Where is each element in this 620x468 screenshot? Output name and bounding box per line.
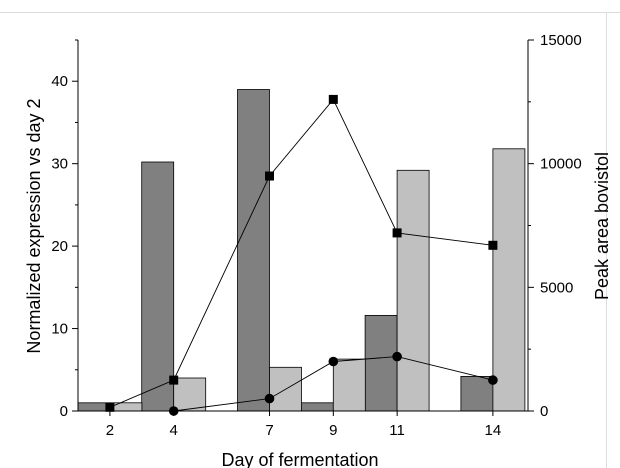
bar-series-1-bar-5 bbox=[364, 314, 398, 412]
x-tick-label-6: 14 bbox=[485, 422, 502, 439]
x-tick-label-4: 9 bbox=[329, 422, 337, 439]
bar-series-2-bar-6 bbox=[492, 148, 526, 412]
y2-tick-label-4: 15000 bbox=[540, 32, 582, 49]
y2-tick-label-3: 10000 bbox=[540, 156, 582, 173]
line-series-1-marker-2 bbox=[169, 375, 179, 385]
bar-series-1-bar-6 bbox=[460, 375, 494, 412]
x-axis-title: Day of fermentation bbox=[221, 450, 378, 468]
x-tick-label-1: 2 bbox=[106, 422, 114, 439]
x-tick-label-5: 11 bbox=[389, 422, 405, 439]
line-series-1-path bbox=[109, 98, 493, 408]
y-tick-label-4: 30 bbox=[51, 156, 68, 173]
x-tick-label-3: 7 bbox=[265, 422, 273, 439]
bar-series-2-bar-5 bbox=[396, 169, 430, 412]
bar-series-1-bar-2 bbox=[141, 161, 175, 412]
line-series-1-marker-1 bbox=[105, 402, 115, 412]
y2-tick-label-1: 0 bbox=[540, 403, 548, 420]
y-tick-label-1: 0 bbox=[60, 403, 68, 420]
lines-layer bbox=[105, 94, 498, 416]
line-series-1-marker-4 bbox=[328, 94, 338, 104]
bar-series-2-bar-2 bbox=[173, 377, 207, 412]
y-tick-label-3: 20 bbox=[51, 238, 68, 255]
y2-tick-label-2: 5000 bbox=[540, 279, 573, 296]
line-series-2-marker-2 bbox=[264, 393, 275, 404]
y-tick-label-2: 10 bbox=[51, 321, 68, 338]
line-series-1-marker-5 bbox=[392, 228, 402, 238]
bar-series-1-bar-4 bbox=[300, 402, 334, 412]
line-series-1-marker-3 bbox=[265, 171, 274, 181]
line-series-2-marker-5 bbox=[488, 375, 498, 385]
y2-axis-title: Peak area bovistol bbox=[592, 152, 612, 300]
line-series-2-marker-3 bbox=[328, 356, 339, 367]
x-tick-label-2: 4 bbox=[170, 422, 178, 439]
bar-series-2-bar-4 bbox=[332, 358, 366, 412]
axes-layer: 2 4 7 9 11 14 0 10 20 30 40 0 5000 10000 15000 bbox=[51, 32, 581, 439]
bar-series-1-bar-1 bbox=[77, 402, 111, 412]
y-axis-title: Normalized expression vs day 2 bbox=[24, 98, 44, 353]
labels-layer: Day of fermentation Normalized expressio… bbox=[24, 98, 612, 468]
line-series-2-marker-4 bbox=[392, 351, 402, 362]
bar-series-1-bar-3 bbox=[237, 89, 270, 412]
line-series-1-marker-6 bbox=[488, 240, 498, 250]
bar-series-2-bar-1 bbox=[109, 402, 143, 412]
bars-layer bbox=[77, 89, 526, 412]
y-tick-label-5: 40 bbox=[51, 73, 68, 90]
